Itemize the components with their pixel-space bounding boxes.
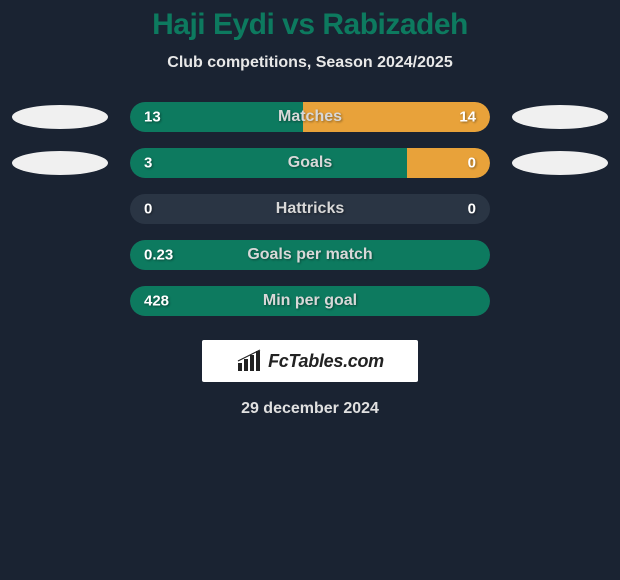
stat-row: 0.23 Goals per match [10,240,610,270]
player-left-avatar [10,289,110,313]
stat-row: 3 0 Goals [10,148,610,178]
subtitle: Club competitions, Season 2024/2025 [0,54,620,72]
stat-value-left: 3 [144,155,152,172]
stat-value-right: 14 [459,109,476,126]
player-left-avatar [10,105,110,129]
stat-label: Min per goal [263,292,357,310]
stat-label: Goals [288,154,332,172]
stat-value-left: 13 [144,109,161,126]
player-left-avatar [10,243,110,267]
stat-value-left: 428 [144,293,169,310]
page-title: Haji Eydi vs Rabizadeh [0,8,620,42]
date-label: 29 december 2024 [0,400,620,418]
player-right-avatar [510,151,610,175]
stat-value-right: 0 [468,201,476,218]
stat-label: Hattricks [276,200,344,218]
logo-text: FcTables.com [268,351,384,372]
stat-row: 0 0 Hattricks [10,194,610,224]
stat-label: Matches [278,108,342,126]
fctables-logo: FcTables.com [202,340,418,382]
player-right-avatar [510,197,610,221]
stat-row: 13 14 Matches [10,102,610,132]
stat-bar: 0 0 Hattricks [130,194,490,224]
player-left-avatar [10,197,110,221]
stat-bar: 428 Min per goal [130,286,490,316]
player-left-avatar [10,151,110,175]
stat-value-left: 0.23 [144,247,173,264]
player-right-avatar [510,105,610,129]
player-right-avatar [510,243,610,267]
stat-bar: 13 14 Matches [130,102,490,132]
stats-list: 13 14 Matches 3 0 Goals 0 0 Hattricks 0.23 Goals p… [0,102,620,316]
stat-value-left: 0 [144,201,152,218]
stat-bar: 0.23 Goals per match [130,240,490,270]
stat-bar: 3 0 Goals [130,148,490,178]
player-right-avatar [510,289,610,313]
bar-chart-icon [236,349,262,373]
stat-value-right: 0 [468,155,476,172]
stat-label: Goals per match [247,246,372,264]
stat-row: 428 Min per goal [10,286,610,316]
